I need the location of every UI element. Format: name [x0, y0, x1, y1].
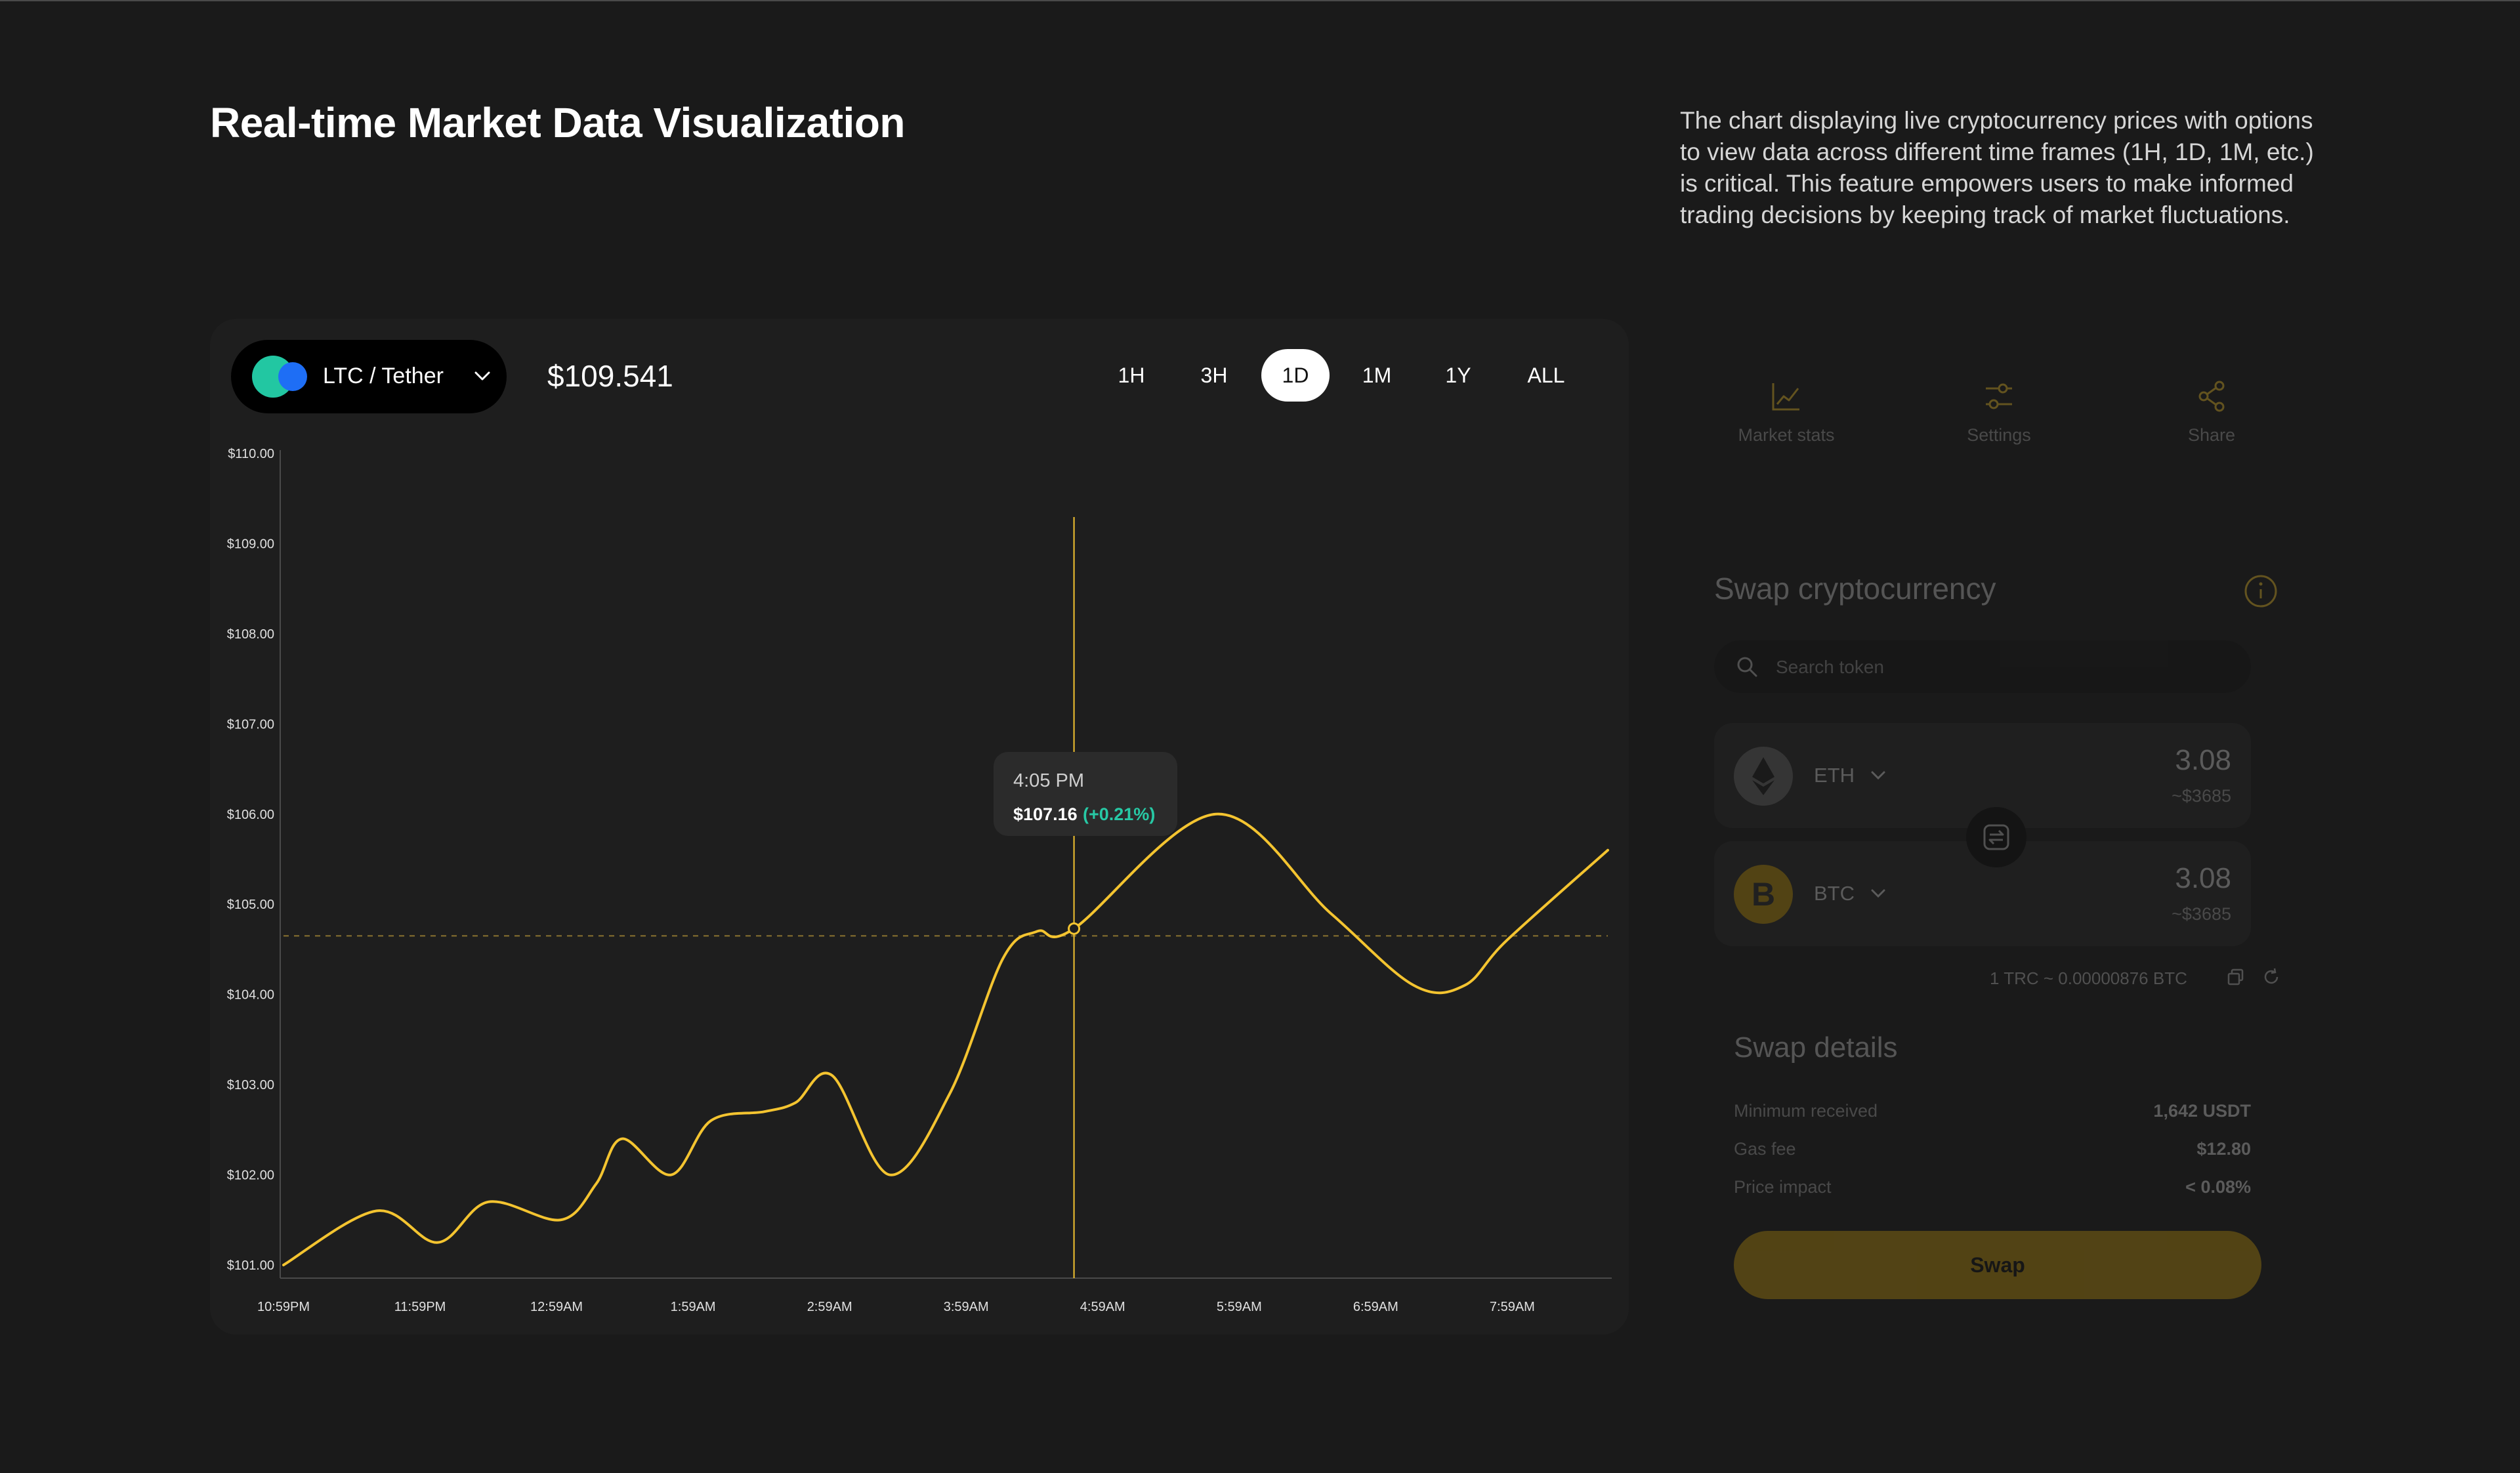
chart-icon	[1772, 383, 1799, 411]
refresh-icon[interactable]	[2261, 967, 2281, 987]
detail-label: Gas fee	[1734, 1139, 1796, 1159]
price-chart[interactable]: $110.00 $109.00 $108.00 $107.00 $106.00 $105.…	[210, 319, 1629, 1335]
tether-coin-icon	[278, 362, 307, 391]
tab-1y[interactable]: 1Y	[1445, 363, 1471, 387]
y-tick-label: $101.00	[227, 1258, 274, 1273]
market-stats-label: Market stats	[1738, 425, 1835, 445]
share-button[interactable]: Share	[2133, 379, 2290, 446]
detail-gas-fee: Gas fee $12.80	[1734, 1139, 2251, 1165]
market-stats-button[interactable]: Market stats	[1708, 379, 1865, 446]
btc-logo: B	[1734, 865, 1793, 924]
tab-3h[interactable]: 3H	[1200, 363, 1228, 387]
token-usd-value: ~$3685	[2172, 786, 2231, 806]
top-border	[0, 0, 2520, 1]
token-row-from[interactable]: ETH 3.08 ~$3685	[1714, 723, 2251, 828]
x-tick-label: 2:59AM	[807, 1300, 852, 1314]
x-tick-label: 1:59AM	[671, 1300, 716, 1314]
tab-all[interactable]: ALL	[1527, 363, 1565, 387]
current-price: $109.541	[547, 359, 673, 393]
coin-pair-icon	[252, 356, 315, 398]
page-title: Real-time Market Data Visualization	[210, 99, 906, 146]
copy-icon[interactable]	[2226, 967, 2246, 987]
price-line[interactable]	[282, 812, 1609, 1266]
pair-selector[interactable]: LTC / Tether	[231, 340, 507, 413]
x-tick-label: 7:59AM	[1490, 1300, 1535, 1314]
tooltip-price: $107.16	[1013, 804, 1078, 824]
swap-side-panel: Market stats Settings Share Swap cryptoc…	[1629, 319, 2520, 1335]
settings-label: Settings	[1967, 425, 2031, 445]
exchange-rate: 1 TRC ~ 0.00000876 BTC	[1990, 968, 2187, 988]
token-usd-value: ~$3685	[2172, 904, 2231, 924]
token-amount[interactable]: 3.08	[2175, 744, 2231, 776]
x-tick-label: 11:59PM	[394, 1300, 446, 1314]
swap-details-title: Swap details	[1734, 1031, 1898, 1064]
y-tick-label: $102.00	[227, 1169, 274, 1183]
detail-label: Minimum received	[1734, 1101, 1878, 1121]
page-description: The chart displaying live cryptocurrency…	[1680, 107, 2314, 228]
eth-icon	[1752, 757, 1774, 795]
swap-button[interactable]: Swap	[1734, 1231, 2261, 1299]
chevron-down-icon[interactable]	[1869, 766, 1887, 785]
y-tick-label: $110.00	[228, 447, 274, 461]
swap-arrows-icon	[1983, 824, 2009, 850]
y-tick-label: $107.00	[227, 717, 274, 732]
x-tick-label: 3:59AM	[944, 1300, 989, 1314]
tooltip-time: 4:05 PM	[1013, 770, 1084, 791]
y-tick-label: $105.00	[227, 898, 274, 912]
search-token-field[interactable]	[1714, 640, 2251, 694]
share-icon	[2198, 381, 2225, 412]
swap-direction-button[interactable]	[1966, 807, 2026, 867]
y-tick-label: $104.00	[227, 988, 274, 1003]
tab-1d[interactable]: 1D	[1261, 349, 1330, 402]
token-row-to[interactable]: B BTC 3.08 ~$3685	[1714, 841, 2251, 946]
swap-title: Swap cryptocurrency	[1714, 571, 1996, 606]
detail-value: < 0.08%	[2185, 1177, 2251, 1197]
price-chart-card: $110.00 $109.00 $108.00 $107.00 $106.00 $105.…	[210, 319, 1629, 1335]
chevron-down-icon[interactable]	[1869, 884, 1887, 903]
y-tick-label: $103.00	[227, 1078, 274, 1092]
price-tooltip: 4:05 PM $107.16 (+0.21%)	[994, 752, 1177, 836]
search-icon	[1737, 657, 1757, 677]
y-tick-label: $109.00	[227, 537, 274, 551]
detail-minimum-received: Minimum received 1,642 USDT	[1734, 1101, 2251, 1127]
pair-label: LTC / Tether	[323, 363, 444, 388]
x-tick-label: 12:59AM	[530, 1300, 583, 1314]
btc-icon: B	[1752, 876, 1775, 913]
sliders-icon	[1986, 383, 2012, 409]
hover-point[interactable]	[1068, 922, 1081, 935]
detail-price-impact: Price impact < 0.08%	[1734, 1177, 2251, 1203]
token-amount[interactable]: 3.08	[2175, 862, 2231, 894]
detail-value: $12.80	[2196, 1139, 2251, 1159]
token-symbol: ETH	[1814, 764, 1855, 787]
svg-text:B: B	[1752, 876, 1775, 913]
share-label: Share	[2187, 425, 2236, 445]
y-tick-label: $106.00	[227, 808, 274, 822]
settings-button[interactable]: Settings	[1920, 379, 2078, 446]
tab-1h[interactable]: 1H	[1118, 363, 1145, 387]
x-tick-label: 6:59AM	[1353, 1300, 1398, 1314]
x-tick-label: 10:59PM	[257, 1300, 310, 1314]
eth-logo	[1734, 747, 1793, 806]
y-tick-label: $108.00	[227, 627, 274, 642]
x-tick-label: 5:59AM	[1217, 1300, 1262, 1314]
info-icon[interactable]	[2243, 573, 2278, 609]
token-symbol: BTC	[1814, 882, 1855, 905]
detail-label: Price impact	[1734, 1177, 1832, 1197]
tab-1m[interactable]: 1M	[1362, 363, 1392, 387]
x-tick-label: 4:59AM	[1080, 1300, 1125, 1314]
search-input[interactable]	[1774, 640, 2236, 694]
chevron-down-icon	[474, 371, 490, 381]
detail-value: 1,642 USDT	[2153, 1101, 2251, 1121]
tooltip-change: (+0.21%)	[1083, 804, 1156, 824]
